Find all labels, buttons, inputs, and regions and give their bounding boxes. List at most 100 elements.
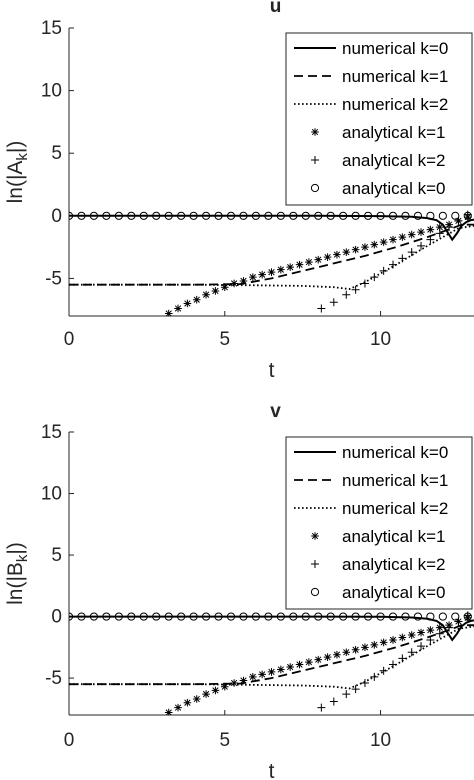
- data-point: [226, 211, 236, 220]
- y-axis-label: ln(|Bk|): [4, 542, 31, 605]
- y-axis-label-main: ln(|B: [4, 562, 27, 605]
- data-point: [426, 635, 435, 644]
- data-point: [139, 211, 148, 220]
- data-point: [445, 623, 454, 632]
- y-axis-label-end: |): [4, 542, 27, 554]
- data-point: [164, 708, 173, 715]
- data-point: [289, 612, 298, 621]
- data-point: [379, 638, 388, 647]
- data-point: [326, 612, 335, 621]
- data-point: [363, 612, 373, 621]
- data-point: [438, 612, 447, 621]
- data-point: [342, 248, 351, 256]
- data-point: [164, 309, 173, 316]
- data-point: [239, 676, 248, 685]
- data-point: [413, 612, 423, 621]
- y-axis-label-main: ln(|A: [4, 161, 27, 204]
- data-point: [314, 211, 323, 220]
- y-tick-label: -5: [45, 268, 62, 289]
- legend-swatch: [311, 560, 319, 568]
- data-point: [77, 211, 86, 220]
- data-point: [152, 211, 161, 220]
- data-point: [360, 679, 369, 688]
- data-point: [398, 254, 407, 263]
- data-point: [189, 612, 198, 621]
- data-point: [230, 679, 238, 687]
- data-point: [267, 268, 276, 276]
- series-analytical-k-0: [69, 612, 472, 621]
- chart-title: u: [270, 0, 282, 17]
- data-point: [445, 223, 454, 232]
- data-point: [407, 648, 416, 657]
- data-point: [388, 211, 398, 220]
- y-tick-label: 15: [41, 422, 62, 443]
- data-point: [417, 228, 425, 236]
- data-point: [152, 612, 161, 621]
- y-axis-label-end: |): [4, 141, 27, 153]
- data-point: [127, 612, 136, 621]
- data-point: [426, 225, 435, 234]
- data-point: [463, 612, 472, 621]
- legend-label: numerical k=2: [342, 499, 448, 518]
- data-point: [314, 655, 323, 664]
- data-point: [301, 612, 310, 621]
- legend-label: analytical k=1: [342, 527, 445, 546]
- series-analytical-k-0: [69, 211, 472, 220]
- data-point: [202, 290, 210, 299]
- data-point: [183, 299, 192, 308]
- data-point: [289, 211, 298, 220]
- data-point: [102, 612, 111, 621]
- data-point: [89, 211, 99, 220]
- data-point: [251, 211, 261, 220]
- data-point: [451, 211, 460, 220]
- series-line: [69, 625, 474, 690]
- data-point: [305, 658, 313, 666]
- data-point: [339, 612, 348, 621]
- data-point: [401, 612, 410, 621]
- data-point: [413, 211, 423, 220]
- data-point: [258, 670, 266, 679]
- plot-area: [69, 210, 474, 316]
- y-tick-label: -5: [45, 668, 62, 689]
- legend-swatch: [311, 532, 319, 540]
- x-tick-label: 10: [370, 730, 391, 751]
- data-point: [370, 273, 379, 282]
- data-point: [435, 629, 444, 638]
- legend-entry: numerical k=2: [294, 95, 448, 114]
- data-point: [417, 642, 426, 651]
- data-point: [379, 238, 388, 246]
- data-point: [164, 211, 173, 220]
- y-tick-label: 15: [41, 18, 62, 39]
- data-point: [230, 279, 238, 288]
- data-point: [177, 612, 186, 621]
- legend-swatch: [310, 183, 320, 193]
- data-point: [398, 233, 407, 241]
- legend-entry: analytical k=0: [310, 179, 445, 198]
- legend-entry: numerical k=0: [294, 39, 448, 58]
- series-analytical-k-2: [317, 210, 472, 313]
- data-point: [361, 643, 369, 652]
- data-point: [363, 211, 373, 220]
- data-point: [174, 304, 182, 313]
- data-point: [370, 240, 379, 249]
- data-point: [351, 211, 360, 220]
- data-point: [314, 255, 323, 264]
- data-point: [295, 660, 304, 669]
- data-point: [189, 211, 198, 220]
- data-point: [276, 211, 285, 220]
- y-axis-label-sub: k: [14, 153, 31, 161]
- data-point: [417, 241, 426, 250]
- data-point: [417, 628, 425, 637]
- data-point: [351, 685, 360, 694]
- x-tick-label: 10: [370, 329, 391, 350]
- legend: numerical k=0 numerical k=1 numerical k=2 a…: [285, 32, 473, 206]
- series-analytical-k-2: [317, 611, 472, 712]
- data-point: [401, 211, 410, 220]
- data-point: [389, 636, 397, 644]
- data-point: [314, 612, 323, 621]
- data-point: [220, 283, 229, 291]
- data-point: [351, 612, 360, 621]
- data-point: [286, 263, 294, 271]
